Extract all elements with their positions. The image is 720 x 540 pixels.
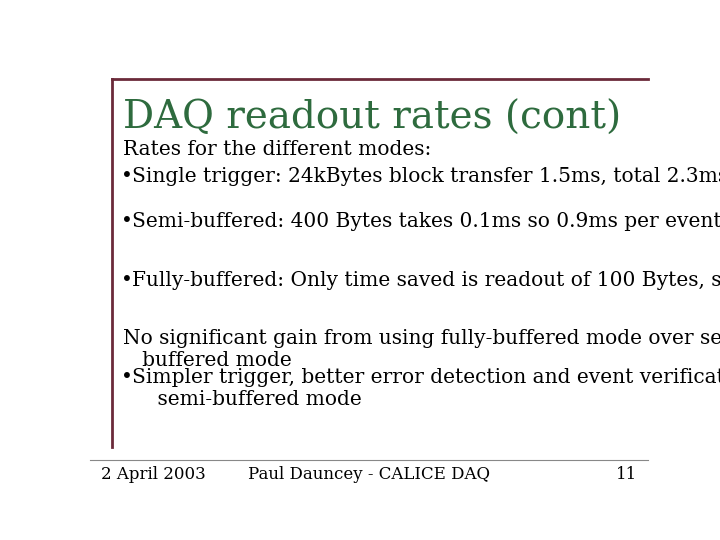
Text: Semi-buffered: 400 Bytes takes 0.1ms so 0.9ms per event during: Semi-buffered: 400 Bytes takes 0.1ms so … [132,212,720,232]
Text: •: • [121,271,132,289]
Text: Single trigger: 24kBytes block transfer 1.5ms, total 2.3ms per: Single trigger: 24kBytes block transfer … [132,167,720,186]
Text: Simpler trigger, better error detection and event verification in
    semi-buffe: Simpler trigger, better error detection … [132,368,720,409]
Text: •: • [121,212,132,232]
Text: 11: 11 [616,466,637,483]
Text: Rates for the different modes:: Rates for the different modes: [124,140,432,159]
Text: Paul Dauncey - CALICE DAQ: Paul Dauncey - CALICE DAQ [248,466,490,483]
Text: 2 April 2003: 2 April 2003 [101,466,206,483]
Text: Fully-buffered: Only time saved is readout of 100 Bytes, so 0.8ms: Fully-buffered: Only time saved is reado… [132,271,720,289]
Text: •: • [121,167,132,186]
Text: •: • [121,368,132,387]
Text: No significant gain from using fully-buffered mode over semi-
   buffered mode: No significant gain from using fully-buf… [124,329,720,370]
Text: DAQ readout rates (cont): DAQ readout rates (cont) [124,100,622,137]
